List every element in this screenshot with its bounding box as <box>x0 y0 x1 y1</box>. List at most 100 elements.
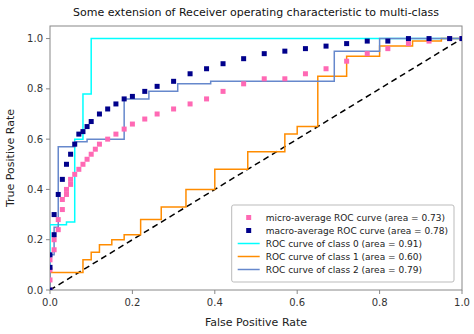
marker <box>155 112 160 117</box>
legend-label: ROC curve of class 0 (area = 0.91) <box>266 239 422 249</box>
marker <box>105 106 110 111</box>
plot-area <box>50 36 462 290</box>
x-tick <box>50 290 51 294</box>
marker <box>406 36 411 41</box>
marker <box>406 41 411 46</box>
marker <box>113 132 118 137</box>
marker <box>344 59 349 64</box>
y-tick-label: 0.0 <box>27 285 43 296</box>
x-tick-label: 0.8 <box>372 297 388 308</box>
marker <box>50 277 53 282</box>
marker <box>64 162 69 167</box>
marker <box>155 84 160 89</box>
legend-label: micro-average ROC curve (area = 0.73) <box>266 213 445 223</box>
marker <box>460 36 463 41</box>
marker <box>241 56 246 61</box>
marker <box>221 61 226 66</box>
marker <box>188 101 193 106</box>
marker <box>68 182 73 187</box>
x-tick-label: 0.4 <box>207 297 223 308</box>
marker <box>171 106 176 111</box>
marker <box>324 44 329 49</box>
marker <box>262 76 267 81</box>
legend: micro-average ROC curve (area = 0.73) mac… <box>232 205 454 282</box>
y-tick <box>46 290 50 291</box>
marker <box>52 237 57 242</box>
marker <box>80 129 85 134</box>
marker <box>460 36 463 41</box>
marker <box>97 112 102 117</box>
marker <box>221 89 226 94</box>
marker <box>447 36 452 41</box>
marker <box>68 152 73 157</box>
marker <box>130 122 135 127</box>
chart: 0.00.20.40.60.81.00.00.20.40.60.81.0Fals… <box>0 0 474 334</box>
marker <box>188 71 193 76</box>
marker <box>427 36 432 41</box>
legend-label: ROC curve of class 2 (area = 0.79) <box>266 265 422 275</box>
marker <box>93 147 98 152</box>
x-tick <box>132 290 133 294</box>
marker <box>85 157 90 162</box>
marker <box>60 177 65 182</box>
marker <box>142 117 147 122</box>
y-tick-label: 0.4 <box>27 184 43 195</box>
legend-swatch <box>238 243 260 245</box>
axes: 0.00.20.40.60.81.00.00.20.40.60.81.0 <box>27 33 470 308</box>
marker <box>171 79 176 84</box>
marker <box>72 172 77 177</box>
marker <box>303 46 308 51</box>
line <box>50 39 462 290</box>
marker <box>60 197 65 202</box>
y-tick <box>46 139 50 140</box>
x-axis-label: False Positive Rate <box>205 316 307 329</box>
marker <box>105 137 110 142</box>
marker <box>122 127 127 132</box>
marker <box>324 66 329 71</box>
marker <box>385 46 390 51</box>
step-line <box>50 39 462 290</box>
marker <box>56 192 61 197</box>
marker <box>303 71 308 76</box>
marker <box>50 265 53 270</box>
marker <box>262 51 267 56</box>
marker <box>50 252 53 257</box>
legend-label: ROC curve of class 1 (area = 0.60) <box>266 252 422 262</box>
marker <box>64 187 69 192</box>
legend-box <box>232 205 454 282</box>
y-axis-label: True Positive Rate <box>4 109 17 208</box>
legend-label: macro-average ROC curve (area = 0.78) <box>266 226 448 236</box>
marker <box>64 192 69 197</box>
marker <box>122 96 127 101</box>
marker <box>72 142 77 147</box>
marker <box>85 124 90 129</box>
x-tick-label: 0.0 <box>42 297 58 308</box>
marker <box>130 94 135 99</box>
x-tick <box>379 290 380 294</box>
marker <box>113 101 118 106</box>
marker <box>50 288 53 291</box>
marker <box>80 162 85 167</box>
marker <box>365 39 370 44</box>
y-tick-label: 0.6 <box>27 134 43 145</box>
marker <box>89 152 94 157</box>
plot-frame <box>50 26 462 290</box>
step-line <box>50 39 462 290</box>
marker <box>56 227 61 232</box>
marker <box>204 96 209 101</box>
y-tick-label: 0.8 <box>27 83 43 94</box>
x-tick-label: 1.0 <box>454 297 470 308</box>
marker <box>447 36 452 41</box>
marker <box>344 41 349 46</box>
marker <box>68 177 73 182</box>
marker <box>52 212 57 217</box>
y-tick-label: 1.0 <box>27 33 43 44</box>
marker <box>142 89 147 94</box>
title: Some extension of Receiver operating cha… <box>73 6 439 19</box>
y-tick <box>46 38 50 39</box>
x-tick <box>462 290 463 294</box>
x-tick <box>214 290 215 294</box>
marker <box>204 66 209 71</box>
marker <box>365 51 370 56</box>
legend-swatch <box>238 256 260 258</box>
